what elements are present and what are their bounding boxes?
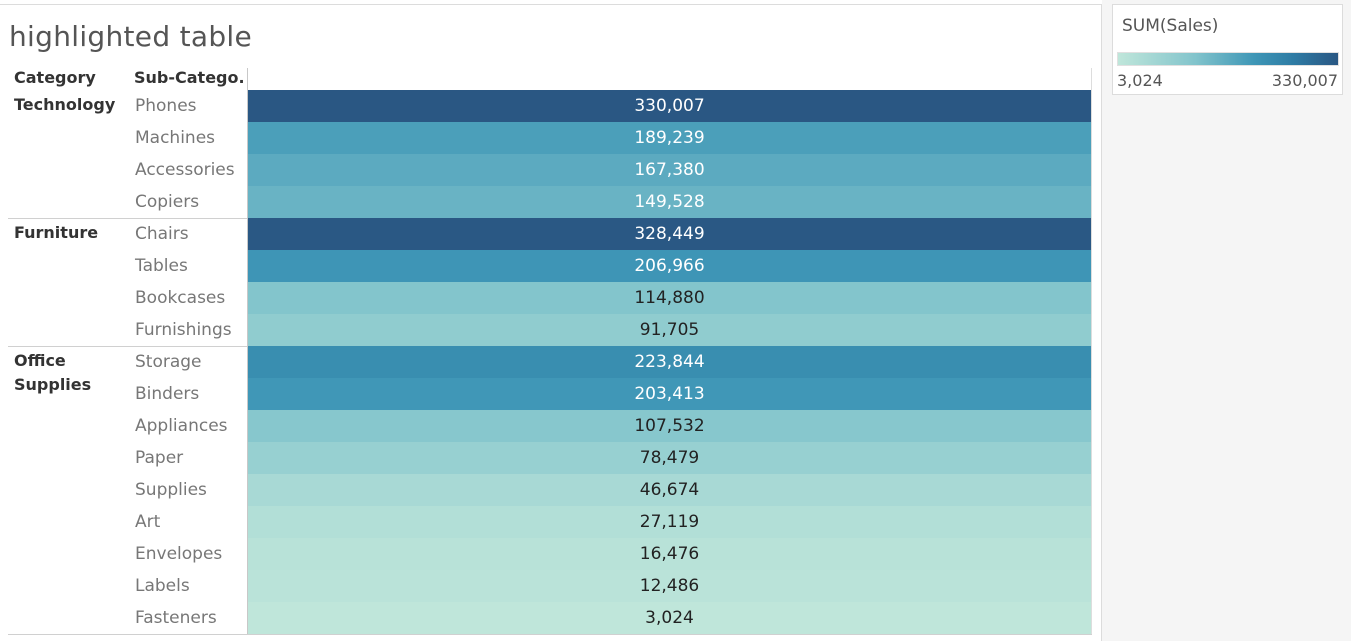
sub-category-label[interactable]: Storage [135,352,202,372]
side-panel [1102,0,1351,641]
category-separator [8,218,248,219]
table-cell[interactable]: 78,479 [248,442,1091,474]
table-cell[interactable]: 12,486 [248,570,1091,602]
sub-category-label[interactable]: Labels [135,576,190,596]
legend-title: SUM(Sales) [1122,16,1219,36]
sub-category-label[interactable]: Bookcases [135,288,226,308]
table-cell[interactable]: 46,674 [248,474,1091,506]
header-sub-category[interactable]: Sub-Catego.. [134,68,246,87]
table-cell[interactable]: 3,024 [248,602,1091,634]
sub-category-label[interactable]: Machines [135,128,216,148]
category-label[interactable]: Furniture [14,223,99,242]
header-divider [247,68,248,634]
table-bottom-border [8,634,1092,635]
table-cell[interactable]: 107,532 [248,410,1091,442]
category-separator [8,346,248,347]
legend-color-ramp [1117,52,1339,66]
sub-category-label[interactable]: Art [135,512,161,532]
sub-category-label[interactable]: Binders [135,384,200,404]
sub-category-label[interactable]: Paper [135,448,184,468]
table-cell[interactable]: 206,966 [248,250,1091,282]
worksheet-view [0,4,1102,641]
legend-max-label: 330,007 [1271,71,1338,90]
sub-category-label[interactable]: Appliances [135,416,228,436]
worksheet-title: highlighted table [9,20,253,53]
sub-category-label[interactable]: Copiers [135,192,200,212]
table-cell[interactable]: 189,239 [248,122,1091,154]
sub-category-label[interactable]: Envelopes [135,544,223,564]
header-category[interactable]: Category [14,68,96,87]
table-cell[interactable]: 91,705 [248,314,1091,346]
table-cell[interactable]: 330,007 [248,90,1091,122]
table-cell[interactable]: 167,380 [248,154,1091,186]
category-label[interactable]: Office Supplies [14,351,92,394]
table-right-border [1091,68,1092,634]
sub-category-label[interactable]: Chairs [135,224,189,244]
table-cell[interactable]: 149,528 [248,186,1091,218]
sub-category-label[interactable]: Furnishings [135,320,232,340]
table-cell[interactable]: 16,476 [248,538,1091,570]
sub-category-label[interactable]: Phones [135,96,197,116]
table-cell[interactable]: 114,880 [248,282,1091,314]
table-cell[interactable]: 27,119 [248,506,1091,538]
table-cell[interactable]: 328,449 [248,218,1091,250]
table-cell[interactable]: 203,413 [248,378,1091,410]
table-cell[interactable]: 223,844 [248,346,1091,378]
color-legend[interactable]: SUM(Sales) 3,024 330,007 [1112,4,1343,95]
sub-category-label[interactable]: Fasteners [135,608,217,628]
legend-min-label: 3,024 [1117,71,1163,90]
category-label[interactable]: Technology [14,95,116,114]
sub-category-label[interactable]: Supplies [135,480,207,500]
sub-category-label[interactable]: Tables [135,256,188,276]
sub-category-label[interactable]: Accessories [135,160,235,180]
